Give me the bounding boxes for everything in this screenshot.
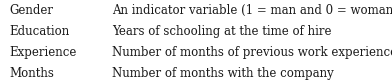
Text: An indicator variable (1 = man and 0 = woman): An indicator variable (1 = man and 0 = w… <box>112 4 392 17</box>
Text: Number of months with the company: Number of months with the company <box>112 67 334 80</box>
Text: Months: Months <box>10 67 54 80</box>
Text: Number of months of previous work experience: Number of months of previous work experi… <box>112 46 392 59</box>
Text: Experience: Experience <box>10 46 77 59</box>
Text: Education: Education <box>10 25 70 38</box>
Text: Gender: Gender <box>10 4 54 17</box>
Text: Years of schooling at the time of hire: Years of schooling at the time of hire <box>112 25 331 38</box>
